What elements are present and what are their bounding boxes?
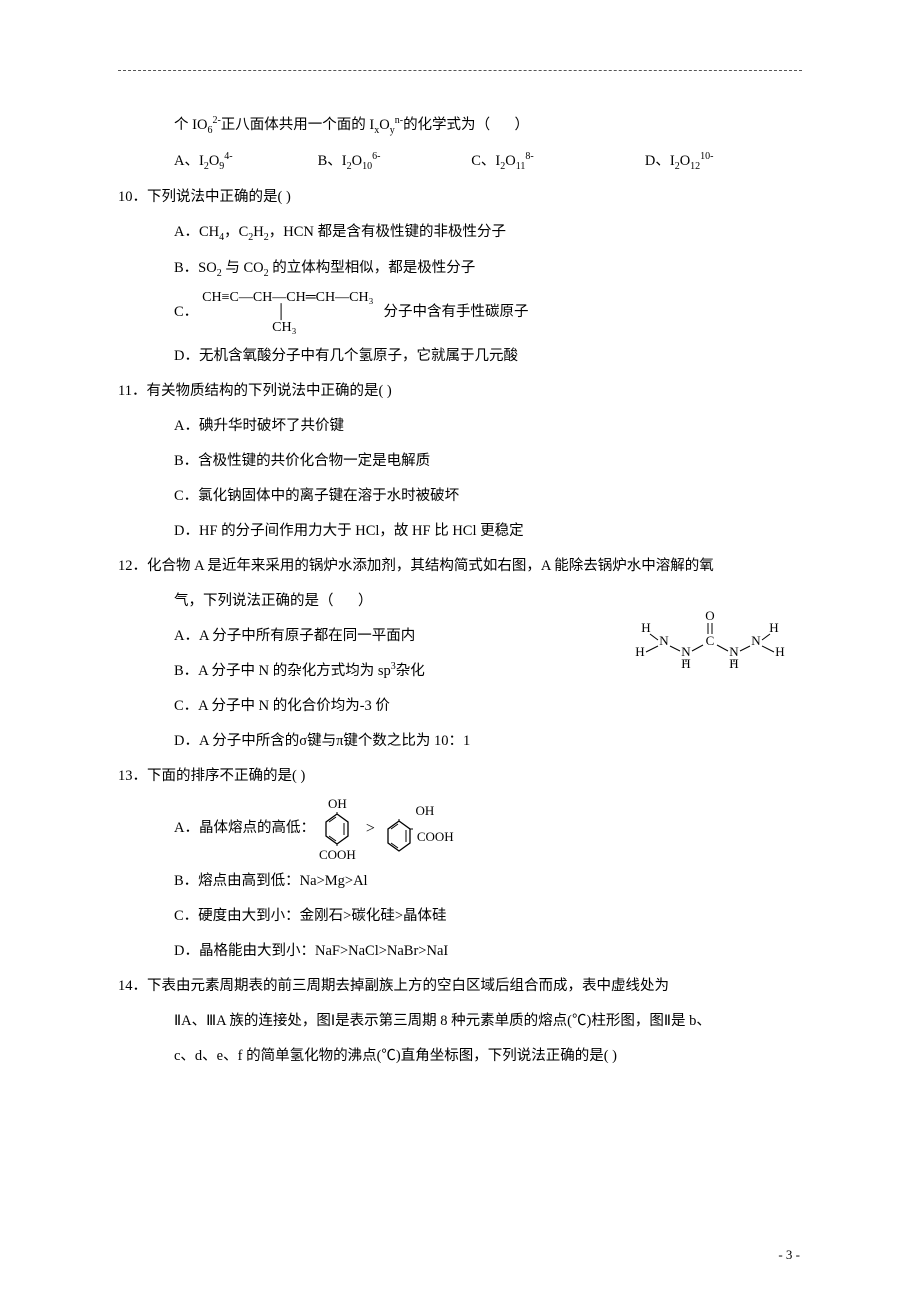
mol-H: H [635,644,644,659]
formula-mid: │ [202,305,373,320]
q13-D: D．晶格能由大到小：NaF>NaCl>NaBr>NaI [118,937,802,966]
mol-N: N [659,633,669,648]
mol-H: H [769,620,778,635]
benzene-ortho: OH COOH [385,804,465,853]
q9-D: D、I2O1210- [645,147,714,177]
mol-H: H [775,644,784,659]
header-rule [118,70,802,71]
mol-H: H [641,620,650,635]
page-number: - 3 - [778,1242,800,1268]
q14-stem1: 14．下表由元素周期表的前三周期去掉副族上方的空白区域后组合而成，表中虚线处为 [118,972,802,1001]
mol-C: C [706,633,715,648]
document-page: 个 IO62-正八面体共用一个面的 IxOyn-的化学式为（ ） A、I2O94… [0,0,920,1302]
oh-label: OH [319,797,356,810]
q14-stem3: c、d、e、f 的简单氢化物的沸点(℃)直角坐标图，下列说法正确的是( ) [118,1042,802,1071]
formula-bot: CH₃ [202,320,373,335]
q11-D: D．HF 的分子间作用力大于 HCl，故 HF 比 HCl 更稳定 [118,517,802,546]
q14-stem2: ⅡA、ⅢA 族的连接处，图Ⅰ是表示第三周期 8 种元素单质的熔点(℃)柱形图，图… [118,1007,802,1036]
q12-molecule-diagram: O C N N N N H H H H H H [630,610,790,668]
greater-than: > [366,813,375,845]
q10-stem: 10．下列说法中正确的是( ) [118,183,802,212]
q9-choices: A、I2O94- B、I2O106- C、I2O118- D、I2O1210- [118,147,802,177]
q13-A: A．晶体熔点的高低： OH COOH > OH [118,797,802,861]
q11-C: C．氯化钠固体中的离子键在溶于水时被破坏 [118,482,802,511]
q9-B: B、I2O106- [318,147,468,177]
q10-B: B．SO2 与 CO2 的立体构型相似，都是极性分子 [118,254,802,284]
q12-stem1: 12．化合物 A 是近年来采用的锅炉水添加剂，其结构简式如右图，A 能除去锅炉水… [118,552,802,581]
formula-top: CH≡C—CH—CH═CH—CH₃ [202,290,373,305]
mol-O: O [705,610,714,623]
q11-stem: 11．有关物质结构的下列说法中正确的是( ) [118,377,802,406]
q9-C: C、I2O118- [471,147,641,177]
q13-stem: 13．下面的排序不正确的是( ) [118,762,802,791]
q10-C: C． CH≡C—CH—CH═CH—CH₃ │ CH₃ 分子中含有手性碳原子 [118,290,802,336]
benzene-icon [323,812,351,846]
q9-cont-line: 个 IO62-正八面体共用一个面的 IxOyn-的化学式为（ ） [118,111,802,141]
q10-C-suffix: 分子中含有手性碳原子 [383,298,528,327]
q10-A: A．CH4，C2H2，HCN 都是含有极性键的非极性分子 [118,218,802,248]
q12-C: C．A 分子中 N 的化合价均为-3 价 [118,692,802,721]
q11-B: B．含极性键的共价化合物一定是电解质 [118,447,802,476]
benzene-para: OH COOH [319,797,356,861]
q11-A: A．碘升华时破坏了共价键 [118,412,802,441]
benzene-icon [385,819,413,853]
q13-B: B．熔点由高到低：Na>Mg>Al [118,867,802,896]
cooh-label: COOH [417,830,454,843]
q13-C: C．硬度由大到小：金刚石>碳化硅>晶体硅 [118,902,802,931]
q10-formula-diagram: CH≡C—CH—CH═CH—CH₃ │ CH₃ [202,290,373,336]
cooh-label: COOH [319,848,356,861]
mol-N: N [751,633,761,648]
q13-A-prefix: A．晶体熔点的高低： [174,814,315,843]
q12-D: D．A 分子中所含的σ键与π键个数之比为 10：1 [118,727,802,756]
q10-D: D．无机含氧酸分子中有几个氢原子，它就属于几元酸 [118,342,802,371]
oh-label: OH [385,804,465,817]
q10-C-prefix: C． [174,298,198,327]
q9-A: A、I2O94- [174,147,314,177]
